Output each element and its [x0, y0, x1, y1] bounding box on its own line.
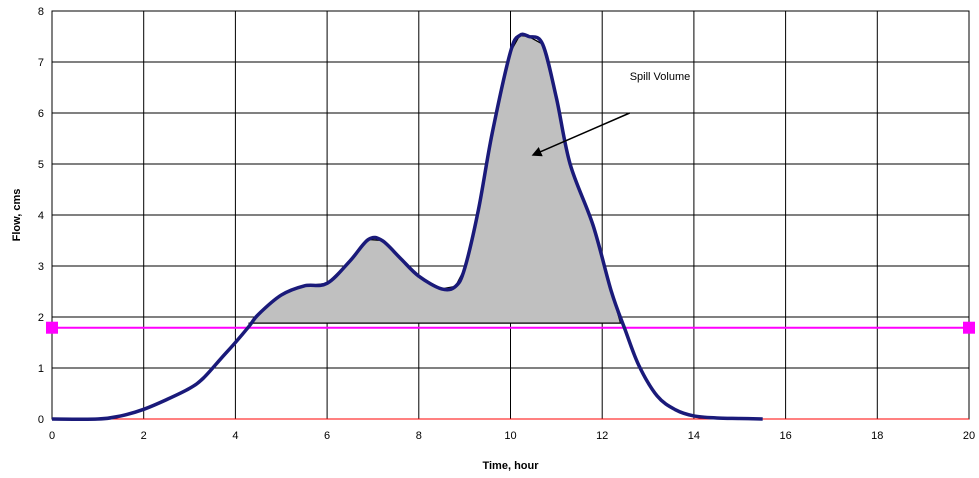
y-tick-label: 8 [38, 6, 44, 18]
y-tick-label: 4 [38, 210, 44, 222]
x-tick-label: 12 [596, 430, 608, 442]
threshold-marker [46, 321, 58, 334]
x-tick-label: 20 [963, 430, 975, 442]
y-tick-label: 3 [38, 261, 44, 273]
y-tick-label: 2 [38, 312, 44, 324]
x-tick-label: 10 [504, 430, 516, 442]
threshold-marker [963, 321, 975, 334]
y-tick-label: 7 [38, 57, 44, 69]
spill-volume-arrow [531, 112, 631, 157]
y-tick-label: 0 [38, 414, 44, 426]
x-tick-label: 4 [232, 430, 238, 442]
y-axis-label: Flow, cms [11, 189, 23, 242]
x-axis-label: Time, hour [482, 460, 539, 472]
x-tick-label: 6 [324, 430, 330, 442]
x-tick-label: 8 [416, 430, 422, 442]
x-tick-label: 2 [141, 430, 147, 442]
y-tick-label: 5 [38, 159, 44, 171]
y-tick-label: 1 [38, 363, 44, 375]
hydrograph-line [51, 32, 763, 421]
series-lines [46, 32, 975, 421]
x-tick-label: 14 [688, 430, 700, 442]
x-tick-label: 18 [871, 430, 883, 442]
y-tick-label: 6 [38, 108, 44, 120]
x-tick-label: 0 [49, 430, 55, 442]
spill-volume-label: Spill Volume [630, 71, 691, 83]
x-tick-label: 16 [779, 430, 791, 442]
annotations: Spill Volume [531, 71, 691, 157]
